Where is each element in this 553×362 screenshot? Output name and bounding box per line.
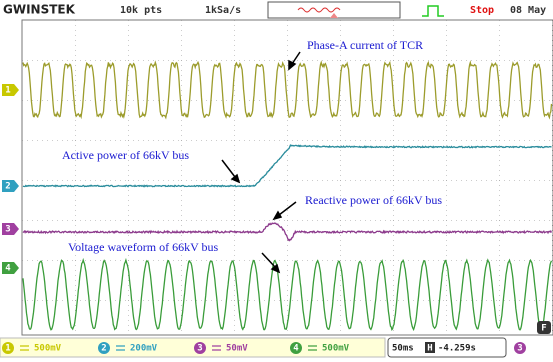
horizontal-label: H [427, 344, 432, 354]
channel-scale: 500mV [322, 344, 350, 354]
date: 08 May [510, 5, 546, 16]
annotation: Reactive power of 66kV bus [305, 193, 442, 207]
run-status: Stop [470, 5, 494, 16]
channel-marker-label: 4 [5, 264, 11, 274]
channel-marker-label: 3 [5, 225, 10, 235]
timebase: 50ms [392, 344, 414, 354]
channel-marker-label: 1 [5, 86, 10, 96]
menu-key: F [541, 324, 546, 334]
annotation: Phase-A current of TCR [307, 38, 423, 52]
memory-depth: 10k pts [120, 5, 162, 16]
channel-number: 4 [293, 344, 299, 354]
channel-marker-label: 2 [5, 182, 10, 192]
channel-scale: 50mV [226, 344, 248, 354]
graticule [22, 20, 553, 335]
brand: GWINSTEK [3, 3, 76, 17]
channel-number: 1 [5, 344, 10, 354]
annotation: Voltage waveform of 66kV bus [68, 240, 219, 254]
trigger-source: 3 [517, 344, 522, 354]
channel-number: 3 [197, 344, 202, 354]
horizontal-position: -4.259s [438, 344, 476, 354]
oscilloscope-screen: GWINSTEK 10k pts 1kSa/s Stop 08 May Phas… [0, 0, 553, 358]
channel-scale: 200mV [130, 344, 158, 354]
sample-rate: 1kSa/s [205, 5, 241, 16]
channel-scale: 500mV [34, 344, 62, 354]
annotation: Active power of 66kV bus [62, 148, 189, 162]
channel-number: 2 [101, 344, 106, 354]
